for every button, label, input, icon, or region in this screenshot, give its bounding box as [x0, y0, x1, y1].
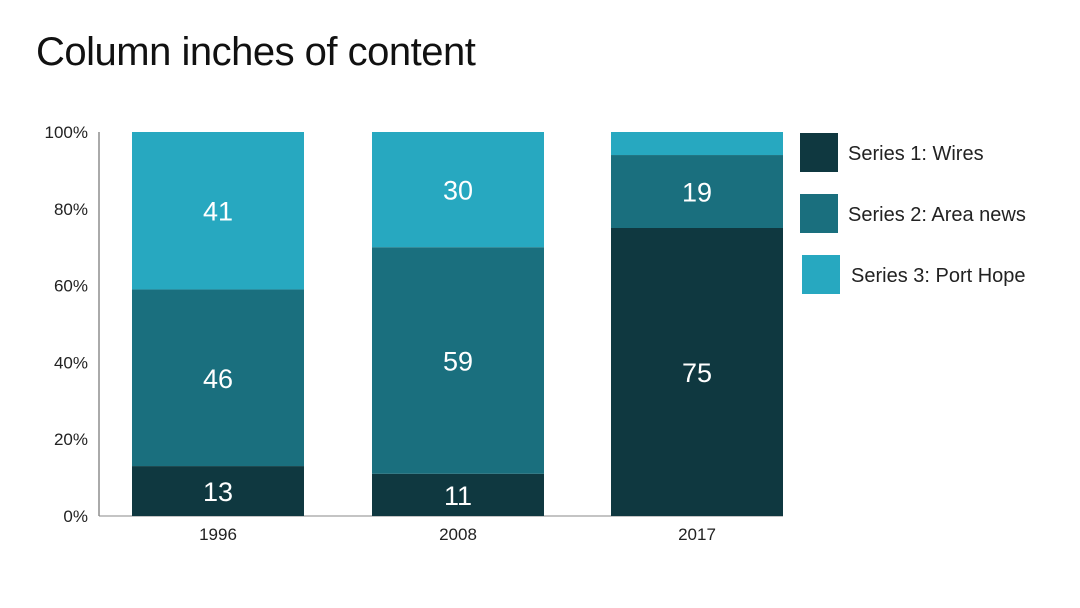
bar-segment: [611, 132, 783, 156]
legend-swatch: [802, 255, 840, 294]
legend-label: Series 2: Area news: [848, 204, 1026, 226]
bar-segment: [372, 473, 544, 516]
y-tick-label: 80%: [54, 200, 88, 219]
data-label: 75: [682, 358, 712, 388]
y-tick-label: 0%: [63, 507, 88, 526]
data-label: 30: [443, 176, 473, 206]
x-tick-label: 2008: [439, 525, 477, 544]
y-tick-label: 20%: [54, 430, 88, 449]
data-label: 19: [682, 178, 712, 208]
bar-segment: [372, 132, 544, 248]
data-label: 46: [203, 364, 233, 394]
bar-segment: [132, 289, 304, 467]
data-label: 41: [203, 197, 233, 227]
legend-swatch: [800, 194, 838, 233]
bar-segment: [611, 228, 783, 516]
chart-title: Column inches of content: [36, 30, 476, 74]
x-tick-label: 2017: [678, 525, 716, 544]
x-tick-label: 1996: [199, 525, 237, 544]
bar-segment: [132, 466, 304, 516]
bar-segment: [611, 155, 783, 228]
data-label: 13: [203, 477, 233, 507]
bar-segment: [372, 247, 544, 474]
legend-label: Series 1: Wires: [848, 143, 984, 165]
data-label: 59: [443, 346, 473, 376]
data-label: 11: [444, 481, 472, 511]
y-tick-label: 60%: [54, 277, 88, 296]
bar-segment: [132, 132, 304, 290]
legend-label: Series 3: Port Hope: [851, 265, 1026, 287]
y-tick-label: 40%: [54, 353, 88, 372]
y-tick-label: 100%: [45, 123, 88, 142]
legend-swatch: [800, 133, 838, 172]
